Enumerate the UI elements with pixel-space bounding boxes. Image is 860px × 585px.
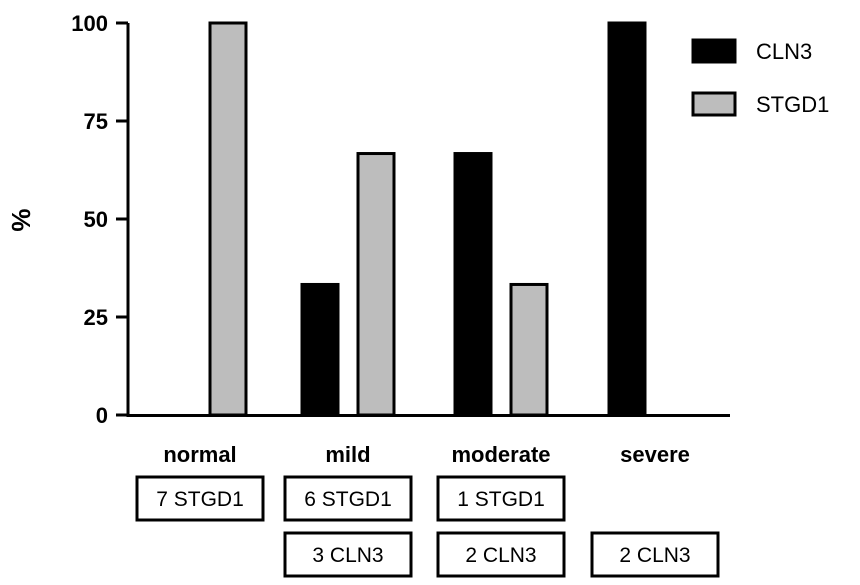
bar-cln3-moderate <box>453 152 493 417</box>
count-box-frame <box>135 475 265 522</box>
count-boxes: 7 STGD1 6 STGD1 3 CLN3 1 STGD1 2 CLN3 2 CLN3 <box>135 475 720 578</box>
legend-label: CLN3 <box>756 39 812 64</box>
bar-cln3-severe <box>607 21 647 417</box>
count-box-frame <box>283 531 413 578</box>
count-box-frame <box>283 475 413 522</box>
count-box-frame <box>436 475 566 522</box>
y-tick-label: 25 <box>84 305 108 330</box>
y-axis-title: % <box>6 208 36 231</box>
legend-item-cln3: CLN3 <box>691 38 812 64</box>
bar-stgd1-mild <box>356 152 396 417</box>
count-box-label: 3 CLN3 <box>312 544 383 567</box>
y-tick-label: 75 <box>84 109 108 134</box>
category-labels: normal mild moderate severe <box>163 442 690 467</box>
bar-stgd1-normal <box>208 21 248 417</box>
category-label-moderate: moderate <box>451 442 550 467</box>
count-box-label: 7 STGD1 <box>156 488 244 511</box>
legend-swatch <box>691 38 737 64</box>
category-label-severe: severe <box>620 442 690 467</box>
count-box-label: 6 STGD1 <box>304 488 392 511</box>
count-box-frame <box>436 531 566 578</box>
y-tick-label: 0 <box>96 403 108 428</box>
legend-swatch <box>691 91 737 117</box>
count-box-label: 2 CLN3 <box>619 544 690 567</box>
count-box-frame <box>590 531 720 578</box>
legend-label: STGD1 <box>756 92 829 117</box>
count-box: 2 CLN3 <box>436 531 566 578</box>
count-box-label: 1 STGD1 <box>457 488 545 511</box>
y-ticks: 0 25 50 75 100 <box>71 11 128 428</box>
bar-cln3-mild <box>300 282 340 417</box>
category-label-mild: mild <box>325 442 370 467</box>
bar-stgd1-moderate <box>509 282 549 417</box>
y-tick-label: 50 <box>84 207 108 232</box>
count-box-label: 2 CLN3 <box>465 544 536 567</box>
legend: CLN3 STGD1 <box>691 38 829 117</box>
legend-item-stgd1: STGD1 <box>691 91 829 117</box>
count-box: 6 STGD1 <box>283 475 413 522</box>
count-box: 3 CLN3 <box>283 531 413 578</box>
category-label-normal: normal <box>163 442 236 467</box>
count-box: 1 STGD1 <box>436 475 566 522</box>
count-box: 7 STGD1 <box>135 475 265 522</box>
bars <box>208 21 647 417</box>
count-box: 2 CLN3 <box>590 531 720 578</box>
y-tick-label: 100 <box>71 11 108 36</box>
